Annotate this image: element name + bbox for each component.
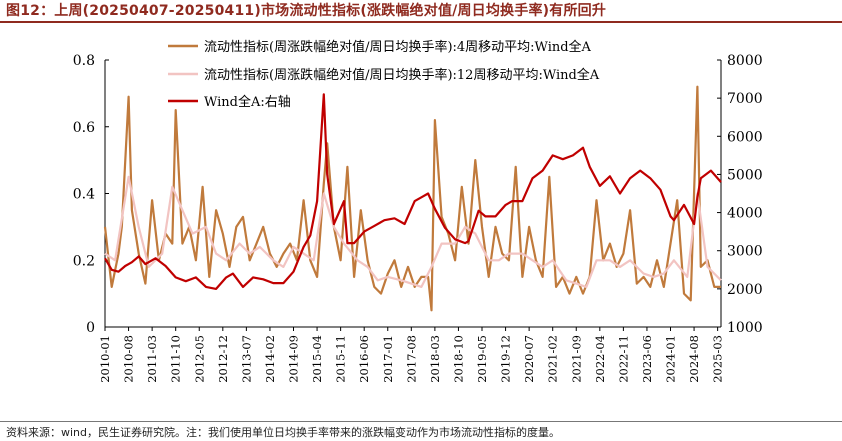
x-tick-label: 2022-11 xyxy=(616,335,630,383)
x-tick-label: 2015-04 xyxy=(310,335,324,383)
x-tick-label: 2014-02 xyxy=(263,335,277,383)
liquidity-chart: 0 0.2 0.4 0.6 0.8 1000 2000 3000 4000 5000 6000 700… xyxy=(73,39,763,383)
y2-tick-label: 1000 xyxy=(727,320,763,336)
x-tick-label: 2014-09 xyxy=(287,335,301,383)
x-tick-label: 2012-12 xyxy=(216,335,230,383)
x-tick-label: 2010-01 xyxy=(98,335,112,383)
chart-legend: 流动性指标(周涨跌幅绝对值/周日均换手率):4周移动平均:Wind全A 流动性指标… xyxy=(168,39,600,110)
x-tick-label: 2011-10 xyxy=(169,335,183,383)
x-tick-label: 2010-08 xyxy=(122,335,136,383)
x-tick-label: 2018-10 xyxy=(451,335,465,383)
y-tick-label: 0.2 xyxy=(73,253,95,269)
y-tick-label: 0.8 xyxy=(73,53,95,69)
x-tick-label: 2021-09 xyxy=(569,335,583,383)
x-tick-label: 2024-01 xyxy=(664,335,678,383)
y2-tick-label: 5000 xyxy=(727,167,763,183)
x-tick-label: 2015-11 xyxy=(334,335,348,383)
footer-divider xyxy=(0,421,842,422)
x-tick-label: 2017-01 xyxy=(381,335,395,383)
x-tick-label: 2011-03 xyxy=(145,335,159,383)
figure-title: 图12：上周(20250407-20250411)市场流动性指标(涨跌幅绝对值/… xyxy=(6,3,607,19)
chart-axes: 0 0.2 0.4 0.6 0.8 1000 2000 3000 4000 5000 6000 700… xyxy=(73,53,763,383)
x-tick-label: 2023-06 xyxy=(640,335,654,383)
y2-tick-label: 6000 xyxy=(727,129,763,145)
series-line-2 xyxy=(104,175,722,288)
x-tick-label: 2024-08 xyxy=(687,335,701,383)
title-divider xyxy=(0,21,842,23)
y-tick-label: 0 xyxy=(86,320,95,336)
legend-label-1: 流动性指标(周涨跌幅绝对值/周日均换手率):4周移动平均:Wind全A xyxy=(204,39,592,55)
source-note: 资料来源：wind，民生证券研究院。注：我们使用单位日均换手率带来的涨跌幅变动作… xyxy=(6,426,561,439)
x-tick-label: 2021-02 xyxy=(546,335,560,383)
y-tick-label: 0.4 xyxy=(73,187,95,203)
y2-tick-label: 7000 xyxy=(727,91,763,107)
x-tick-label: 2022-04 xyxy=(593,335,607,383)
y2-tick-label: 4000 xyxy=(727,206,763,222)
legend-label-2: 流动性指标(周涨跌幅绝对值/周日均换手率):12周移动平均:Wind全A xyxy=(204,67,600,83)
x-tick-label: 2013-07 xyxy=(239,335,253,383)
x-tick-label: 2012-05 xyxy=(192,335,206,383)
legend-label-3: Wind全A:右轴 xyxy=(204,94,291,110)
y-tick-label: 0.6 xyxy=(73,120,95,136)
series-line-3 xyxy=(104,93,722,290)
series-line-1 xyxy=(103,85,721,312)
x-tick-label: 2017-08 xyxy=(404,335,418,383)
x-tick-label: 2025-03 xyxy=(711,335,725,383)
x-tick-label: 2019-12 xyxy=(499,335,513,383)
x-tick-label: 2018-03 xyxy=(428,335,442,383)
y2-tick-label: 3000 xyxy=(727,244,763,260)
x-tick-label: 2016-06 xyxy=(357,335,371,383)
y2-tick-label: 2000 xyxy=(727,282,763,298)
x-tick-label: 2020-07 xyxy=(522,335,536,383)
y2-tick-label: 8000 xyxy=(727,53,763,69)
chart-series-layer xyxy=(103,85,722,312)
x-tick-label: 2019-05 xyxy=(475,335,489,383)
